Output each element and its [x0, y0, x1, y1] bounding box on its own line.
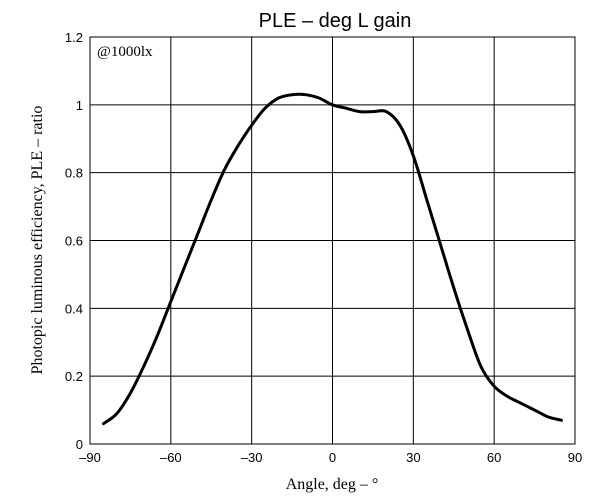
- y-tick-label: 1: [76, 98, 83, 113]
- x-axis-label: Angle, deg – °: [286, 476, 379, 493]
- x-tick-label: 30: [406, 450, 420, 465]
- x-tick-label: –30: [241, 450, 263, 465]
- series-layer: [102, 92, 563, 426]
- y-tick-label: 0.6: [65, 234, 83, 249]
- chart-title: PLE – deg L gain: [259, 10, 412, 32]
- y-tick-label: 1.2: [65, 30, 83, 45]
- y-tick-label: 0.2: [65, 369, 83, 384]
- y-tick-label: 0.4: [65, 301, 83, 316]
- y-axis-label: Photopic luminous efficiency, PLE – rati…: [29, 106, 46, 375]
- x-tick-label: 90: [568, 450, 582, 465]
- x-tick-label: 0: [329, 450, 336, 465]
- grid: [89, 36, 576, 445]
- tick-labels: –90 –60 –30 0 30 60 90 0 0.2 0.4 0.6 0.8 1 1.2: [65, 30, 582, 465]
- series-line: [102, 92, 563, 426]
- x-tick-label: –90: [79, 450, 101, 465]
- x-tick-label: –60: [160, 450, 182, 465]
- x-tick-label: 60: [487, 450, 501, 465]
- condition-annotation: @1000lx: [97, 44, 153, 60]
- y-tick-label: 0.8: [65, 166, 83, 181]
- y-tick-label: 0: [76, 437, 83, 452]
- plot-frame: [89, 36, 576, 445]
